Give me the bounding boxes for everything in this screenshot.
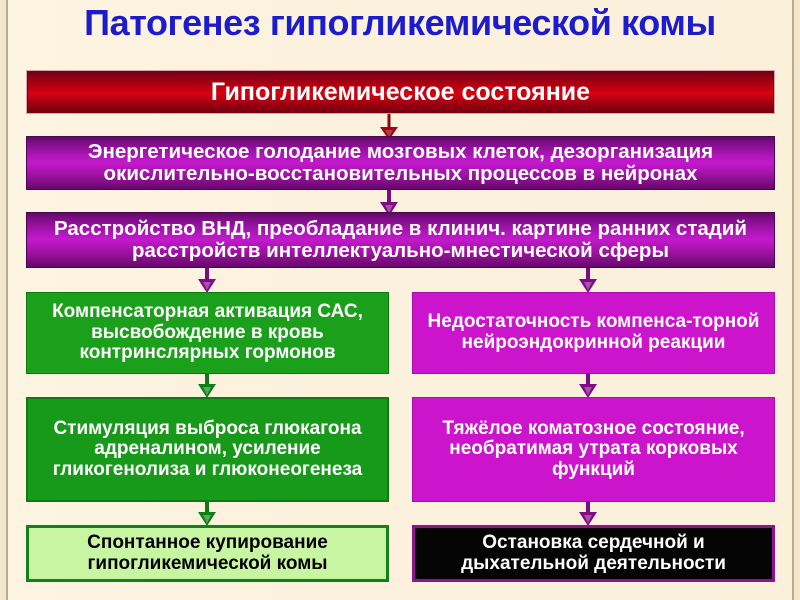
flow-node-right-2[interactable]: Тяжёлое коматозное состояние, необратима… bbox=[412, 397, 775, 502]
connector-stem bbox=[205, 267, 209, 281]
flow-node-right-3[interactable]: Остановка сердечной и дыхательной деятел… bbox=[412, 525, 775, 582]
arrow-head-highlight-icon bbox=[584, 282, 592, 290]
connector-left-1-to-left-2 bbox=[196, 372, 218, 398]
flow-node-stage-2-label: Энергетическое голодание мозговых клеток… bbox=[87, 139, 714, 185]
flow-node-stage-2[interactable]: Энергетическое голодание мозговых клеток… bbox=[26, 136, 775, 190]
arrow-head-highlight-icon bbox=[385, 130, 393, 137]
connector-stem bbox=[586, 372, 590, 386]
flow-node-left-3[interactable]: Спонтанное купирование гипогликемической… bbox=[26, 525, 389, 582]
arrow-head-highlight-icon bbox=[584, 387, 592, 395]
connector-stage3-to-right-1 bbox=[577, 267, 599, 293]
connector-stem bbox=[387, 189, 391, 205]
flow-node-left-1-label: Компенсаторная активация САС, высвобожде… bbox=[52, 301, 363, 364]
flow-node-root-label: Гипогликемическое состояние bbox=[210, 77, 591, 106]
flow-node-stage-3[interactable]: Расстройство ВНД, преобладание в клинич.… bbox=[26, 212, 775, 268]
flow-node-right-3-label: Остановка сердечной и дыхательной деятел… bbox=[461, 531, 726, 574]
flow-node-right-1-label: Недостаточность компенса-торной нейроэнд… bbox=[427, 311, 760, 353]
flow-node-stage-3-label: Расстройство ВНД, преобладание в клинич.… bbox=[54, 216, 747, 262]
flow-node-right-1[interactable]: Недостаточность компенса-торной нейроэнд… bbox=[412, 292, 775, 374]
connector-stem bbox=[586, 267, 590, 281]
connector-right-2-to-right-3 bbox=[577, 500, 599, 526]
arrow-head-highlight-icon bbox=[584, 515, 592, 523]
connector-stem bbox=[205, 500, 209, 514]
flow-node-right-2-label: Тяжёлое коматозное состояние, необратима… bbox=[442, 417, 745, 480]
flow-node-left-3-label: Спонтанное купирование гипогликемической… bbox=[87, 531, 328, 574]
connector-stem bbox=[586, 500, 590, 514]
flow-node-left-2[interactable]: Стимуляция выброса глюкагона адреналином… bbox=[26, 397, 389, 502]
flow-node-left-2-label: Стимуляция выброса глюкагона адреналином… bbox=[52, 417, 363, 480]
page-title: Патогенез гипогликемической комы bbox=[84, 2, 716, 43]
flow-node-root[interactable]: Гипогликемическое состояние bbox=[26, 70, 775, 114]
connector-stem bbox=[205, 372, 209, 386]
arrow-head-highlight-icon bbox=[203, 515, 211, 523]
connector-stem bbox=[387, 113, 391, 129]
connector-right-1-to-right-2 bbox=[577, 372, 599, 398]
arrow-head-highlight-icon bbox=[203, 387, 211, 395]
connector-left-2-to-left-3 bbox=[196, 500, 218, 526]
arrow-head-highlight-icon bbox=[385, 205, 393, 213]
flow-node-left-1[interactable]: Компенсаторная активация САС, высвобожде… bbox=[26, 292, 389, 374]
connector-stage3-to-left-1 bbox=[196, 267, 218, 293]
arrow-head-highlight-icon bbox=[203, 282, 211, 290]
